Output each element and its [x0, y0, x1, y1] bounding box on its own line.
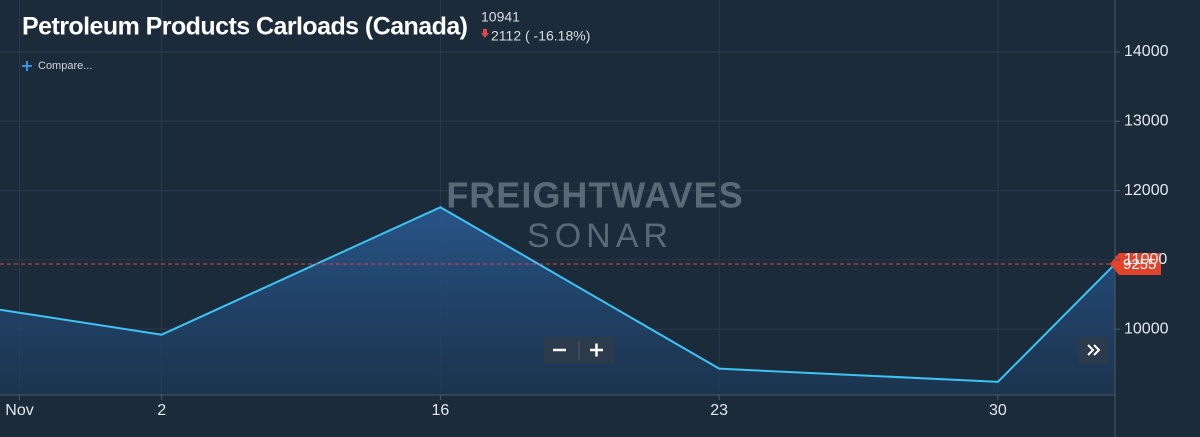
- down-arrow: [481, 29, 489, 38]
- x-tick-label: 30: [989, 402, 1007, 419]
- zoom-in[interactable]: [590, 343, 603, 357]
- current-value-tag: [1110, 252, 1161, 275]
- y-tick-label: 13000: [1124, 112, 1169, 129]
- change-label: 2112 ( -16.18%): [491, 28, 590, 44]
- compare-icon[interactable]: [22, 61, 32, 71]
- current-value-tag-label: 9255: [1123, 256, 1156, 273]
- x-tick-label: 16: [432, 402, 450, 419]
- y-tick-label: 12000: [1124, 182, 1169, 199]
- x-tick-label: Nov: [5, 402, 33, 419]
- x-tick-label: 2: [157, 402, 166, 419]
- compare-button[interactable]: Compare...: [38, 60, 92, 72]
- x-tick-label: 23: [710, 402, 728, 419]
- area: [0, 207, 1115, 395]
- y-tick-label: 10000: [1124, 320, 1169, 337]
- y-tick-label: 14000: [1124, 43, 1169, 60]
- y-tick-label: 11000: [1124, 251, 1167, 268]
- zoom-controls: [544, 337, 614, 364]
- watermark: SONAR: [527, 217, 673, 255]
- scroll-icon: [1087, 344, 1101, 356]
- watermark: FREIGHTWAVES: [446, 175, 743, 216]
- current-value: 10941: [481, 9, 520, 25]
- chart-title: Petroleum Products Carloads (Canada): [22, 13, 468, 41]
- line: [0, 206, 1116, 383]
